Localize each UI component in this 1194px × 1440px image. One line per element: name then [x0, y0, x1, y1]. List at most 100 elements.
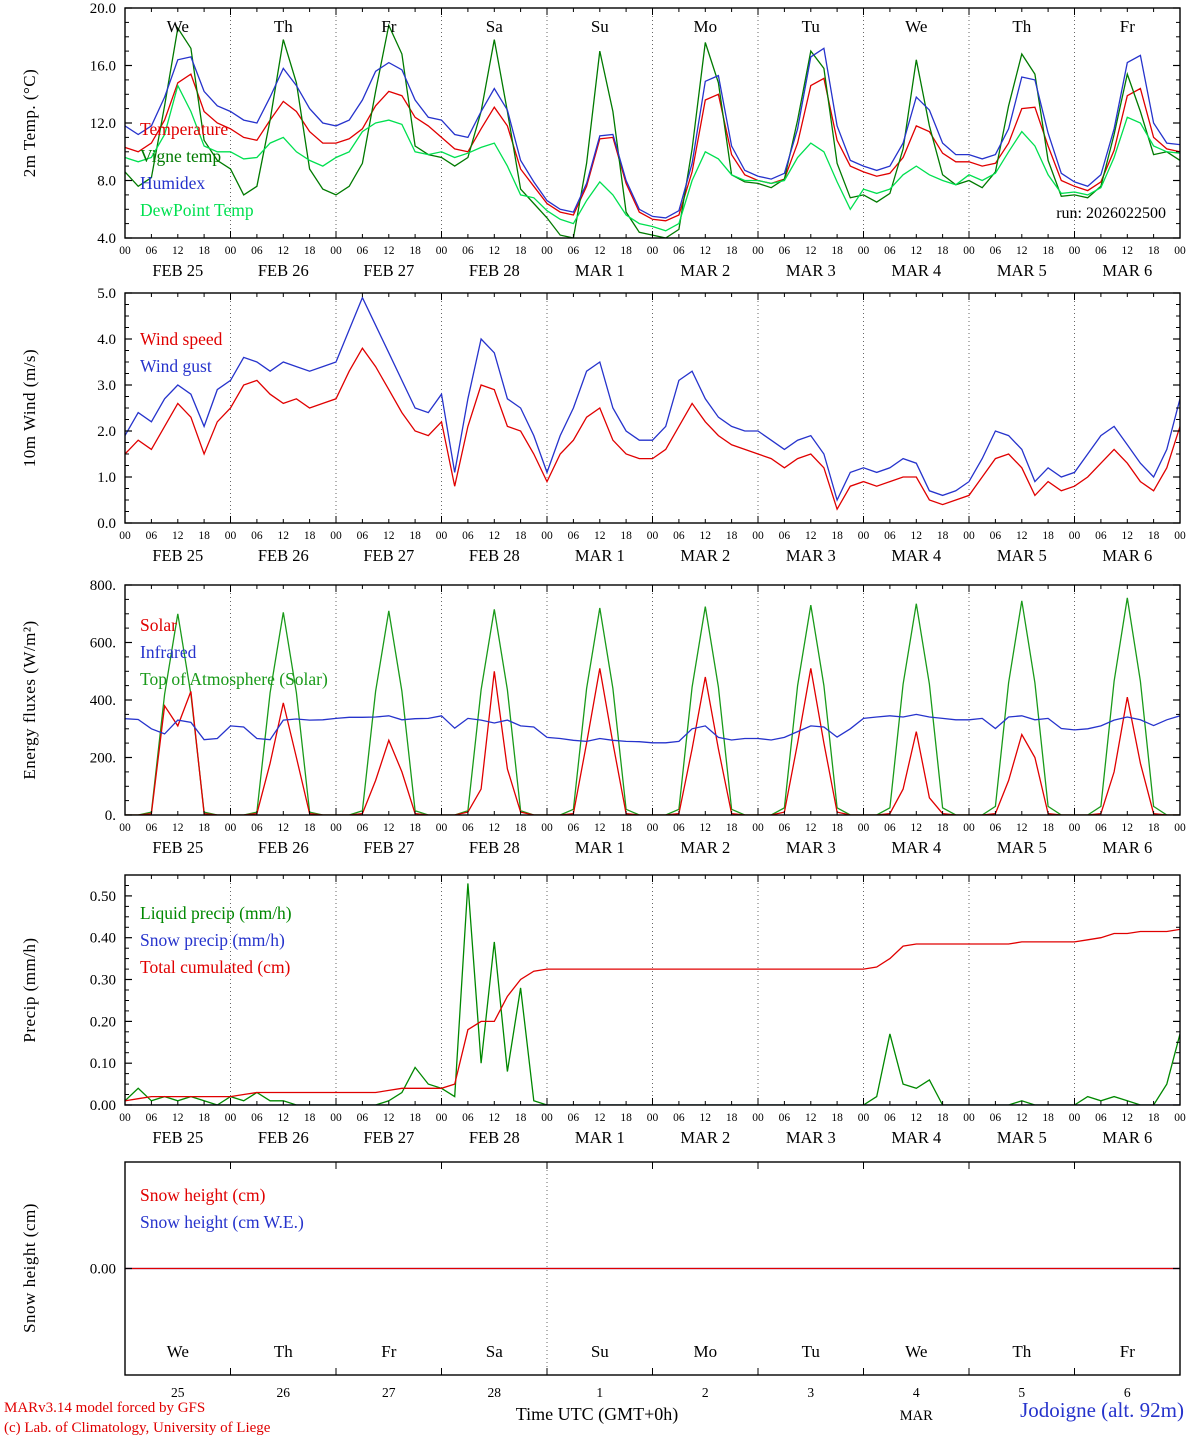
weekday-label: Su [591, 17, 609, 36]
hour-tick-label: 00 [541, 245, 553, 257]
hour-tick-label: 06 [357, 1112, 369, 1124]
hour-tick-label: 06 [251, 530, 263, 542]
series-temperature [125, 73, 1180, 222]
hour-tick-label: 00 [225, 530, 237, 542]
hour-tick-label: 18 [937, 1112, 949, 1124]
hour-tick-label: 12 [911, 530, 923, 542]
hour-tick-label: 18 [515, 822, 527, 834]
date-label: FEB 27 [363, 1128, 414, 1147]
hour-tick-label: 00 [858, 245, 870, 257]
hour-tick-label: 00 [225, 1112, 237, 1124]
hour-tick-label: 18 [1148, 822, 1160, 834]
date-label: FEB 26 [258, 838, 309, 857]
hour-tick-label: 12 [594, 1112, 606, 1124]
date-label: MAR 1 [575, 261, 625, 280]
weekday-label: Mo [693, 17, 717, 36]
y-tick-label: 200. [90, 751, 116, 767]
hour-tick-label: 18 [1148, 245, 1160, 257]
hour-tick-label: 06 [990, 1112, 1002, 1124]
legend-energy: Solar Infrared Top of Atmosphere (Solar) [140, 612, 328, 693]
hour-tick-label: 00 [752, 245, 764, 257]
weekday-label: Su [591, 1342, 609, 1361]
station-label: Jodoigne (alt. 92m) [1020, 1398, 1184, 1422]
panel-snow: 0.00 We Th Fr Sa Su Mo Tu We Th Fr 25 26 27 28 1 2 3 4 5 6 MA… [90, 1161, 1181, 1424]
hour-tick-label: 06 [1095, 1112, 1107, 1124]
month-label: MAR [900, 1408, 933, 1424]
weekday-label: We [167, 1342, 189, 1361]
hour-tick-label: 12 [278, 1112, 290, 1124]
weekday-label: Fr [1120, 17, 1135, 36]
y-tick-label: 800. [90, 578, 116, 594]
date-label: MAR 2 [680, 1128, 730, 1147]
date-label: FEB 25 [152, 546, 203, 565]
model-credit-line: MARv3.14 model forced by GFS [4, 1400, 206, 1416]
date-label: MAR 3 [786, 261, 836, 280]
hour-tick-label: 12 [594, 530, 606, 542]
hour-tick-label: 12 [1122, 1112, 1134, 1124]
legend-item-solar: Solar [140, 615, 177, 635]
weekday-label: Fr [1120, 1342, 1135, 1361]
hour-tick-label: 06 [990, 530, 1002, 542]
series-humidex [125, 47, 1180, 219]
series-wind-speed [125, 347, 1180, 511]
hour-tick-label: 18 [1042, 530, 1054, 542]
hour-tick-label: 12 [594, 245, 606, 257]
hour-tick-label: 18 [726, 1112, 738, 1124]
date-label: MAR 3 [786, 546, 836, 565]
hour-tick-label: 18 [409, 822, 421, 834]
hour-tick-label: 12 [172, 530, 184, 542]
ylabel-snow: Snow height (cm) [20, 1203, 39, 1333]
hour-tick-label: 18 [304, 245, 316, 257]
y-tick-label: 0.00 [90, 1262, 116, 1278]
hour-tick-label: 18 [198, 822, 210, 834]
weekday-label: Tu [802, 17, 821, 36]
date-label: FEB 28 [469, 838, 520, 857]
panel-border [124, 292, 1181, 524]
hour-tick-label: 06 [357, 822, 369, 834]
hour-tick-label: 18 [304, 1112, 316, 1124]
date-label: MAR 1 [575, 546, 625, 565]
date-label: FEB 27 [363, 261, 414, 280]
hour-tick-label: 00 [330, 245, 342, 257]
hour-tick-label: 00 [752, 530, 764, 542]
panel-precip: 0.00 0.10 0.20 0.30 0.40 0.50 00 06 12 18 00 06 12 18… [90, 874, 1186, 1147]
date-label: FEB 25 [152, 838, 203, 857]
footer-credits: MARv3.14 model forced by GFS (c) Lab. of… [4, 1398, 270, 1438]
hour-tick-label: 12 [1016, 822, 1028, 834]
date-label: MAR 5 [997, 1128, 1047, 1147]
hour-tick-label: 00 [647, 245, 659, 257]
weekday-label: We [905, 17, 927, 36]
hour-tick-label: 00 [647, 530, 659, 542]
hour-tick-label: 06 [568, 822, 580, 834]
legend-item-total-cumulated: Total cumulated (cm) [140, 957, 291, 977]
hour-tick-label: 00 [1174, 1112, 1186, 1124]
hour-tick-label: 12 [383, 822, 395, 834]
hour-tick-label: 12 [172, 245, 184, 257]
y-tick-label: 0.50 [90, 889, 116, 905]
hour-tick-label: 12 [911, 1112, 923, 1124]
weekday-label: Th [274, 1342, 293, 1361]
weekday-label: Fr [381, 17, 396, 36]
y-tick-label: 0.30 [90, 973, 116, 989]
hour-tick-label: 00 [963, 822, 975, 834]
hour-tick-label: 06 [462, 245, 474, 257]
date-label: MAR 6 [1102, 838, 1152, 857]
legend-item-snow-height-we: Snow height (cm W.E.) [140, 1212, 304, 1232]
y-tick-label: 4.0 [97, 332, 116, 348]
date-label: MAR 3 [786, 838, 836, 857]
date-label: MAR 4 [891, 838, 941, 857]
hour-tick-label: 18 [304, 822, 316, 834]
date-label: FEB 26 [258, 546, 309, 565]
x-axis-title: Time UTC (GMT+0h) [515, 1404, 679, 1424]
hour-tick-label: 18 [831, 245, 843, 257]
hour-tick-label: 06 [673, 245, 685, 257]
date-label: MAR 1 [575, 838, 625, 857]
hour-tick-label: 12 [278, 822, 290, 834]
hour-tick-label: 18 [515, 530, 527, 542]
hour-tick-label: 06 [1095, 245, 1107, 257]
ylabel-temperature: 2m Temp. (°C) [20, 68, 39, 178]
date-label: FEB 26 [258, 261, 309, 280]
hour-tick-label: 06 [568, 1112, 580, 1124]
weekday-label: Th [1012, 17, 1031, 36]
